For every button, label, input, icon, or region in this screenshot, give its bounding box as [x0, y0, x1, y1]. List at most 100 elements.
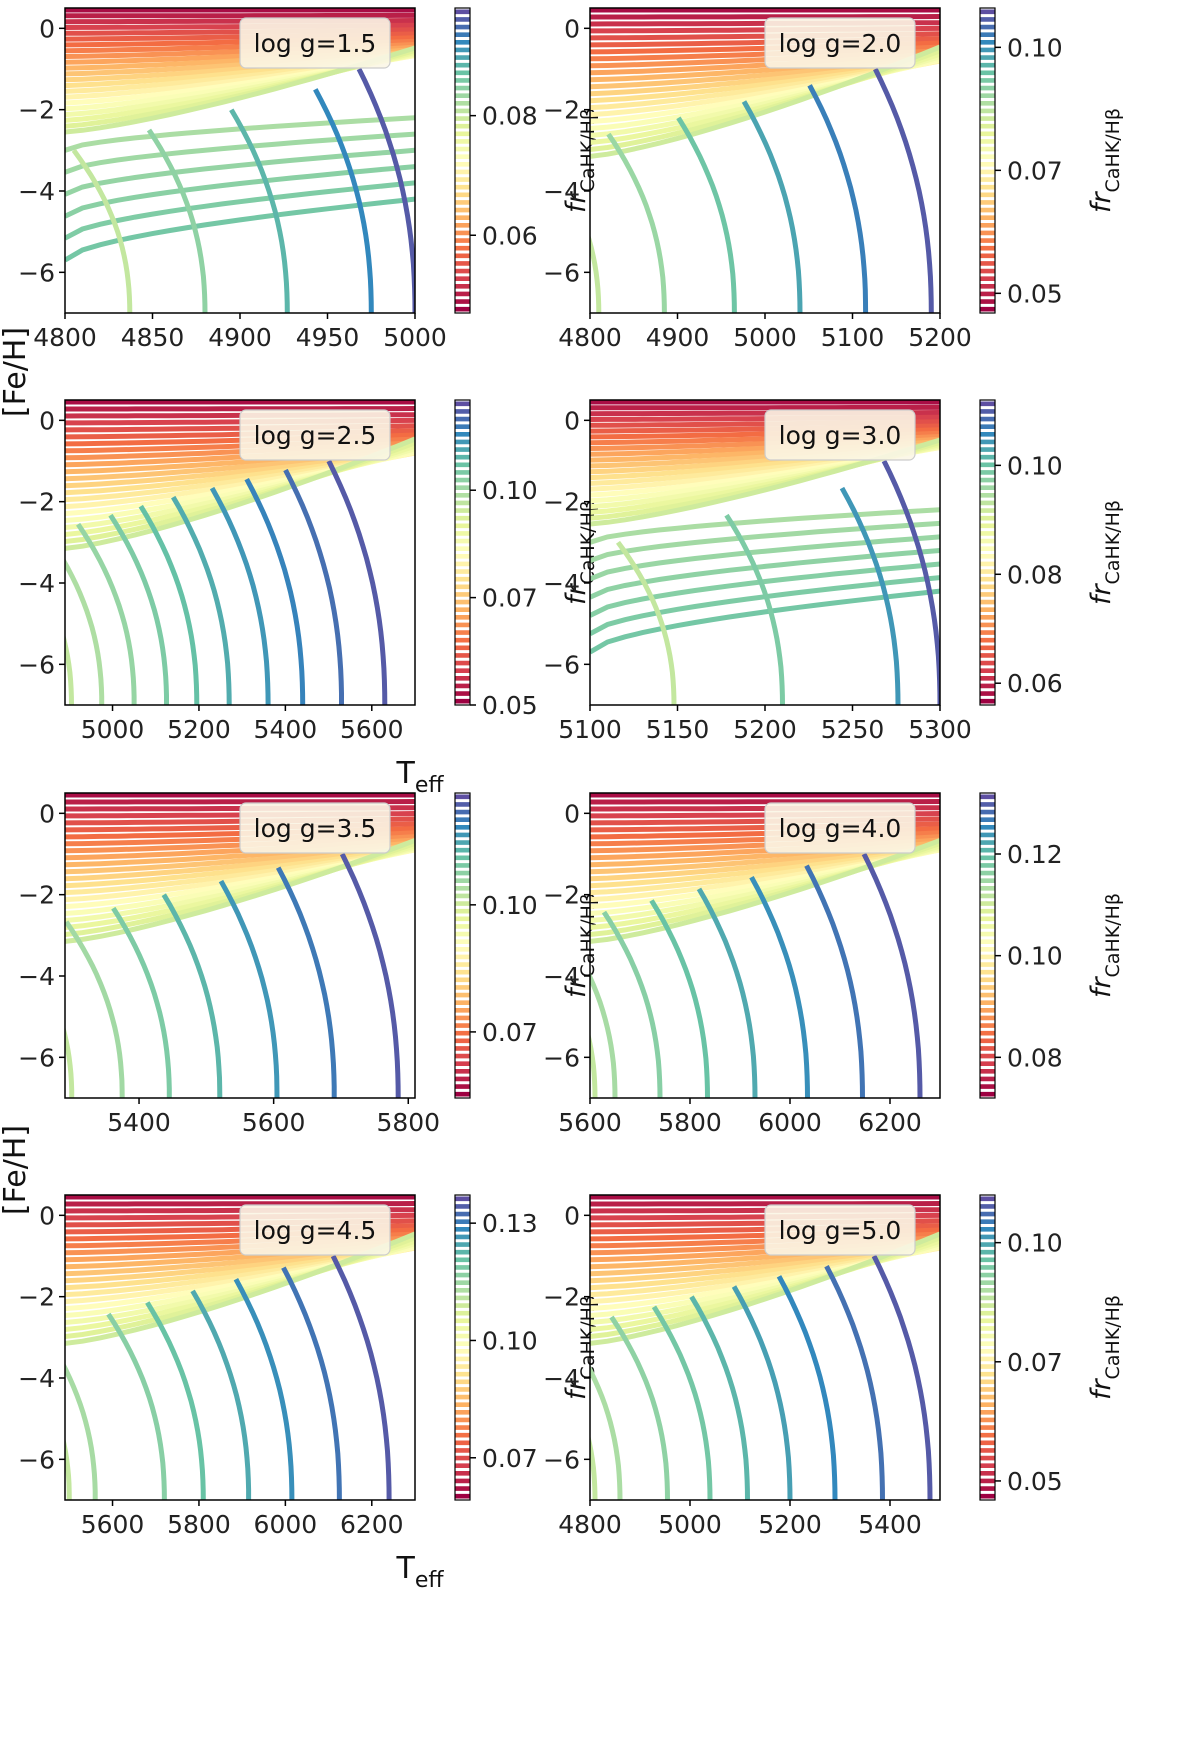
y-tick-label: −6	[543, 1043, 580, 1072]
colorbar-step	[980, 1448, 995, 1453]
contour-line	[689, 1295, 750, 1500]
colorbar-step	[980, 878, 995, 883]
contour-line	[65, 1025, 75, 1098]
colorbar-tick-label: 0.05	[1007, 279, 1063, 308]
colorbar-step	[980, 1303, 995, 1308]
panel-logg-1: −6 −4 −2 0 4800 4900 5000 5100 5200 log g=2.0 0.05…	[543, 7, 1124, 352]
colorbar-tick-label: 0.07	[482, 1018, 538, 1047]
y-tick-label: 0	[39, 799, 55, 828]
contour-line	[839, 486, 901, 705]
contour-line	[873, 67, 934, 313]
contour-line	[65, 920, 125, 1098]
colorbar-step	[980, 1015, 995, 1021]
y-tick-label: 0	[564, 1201, 580, 1230]
colorbar-step	[980, 200, 995, 205]
colorbar-step	[455, 284, 470, 289]
colorbar-step	[980, 1356, 995, 1362]
colorbar-step	[455, 1440, 470, 1446]
colorbar-step	[455, 1234, 470, 1240]
colorbar-step	[980, 683, 995, 689]
colorbar-step	[455, 1249, 470, 1255]
colorbar-step	[455, 615, 470, 620]
colorbar-step	[980, 1349, 995, 1354]
colorbar-step	[980, 870, 995, 876]
y-tick-label: 0	[39, 14, 55, 43]
colorbar-step	[455, 154, 470, 159]
y-tick-label: −4	[18, 569, 55, 598]
contour-line	[65, 799, 415, 805]
colorbar-step	[455, 1364, 470, 1369]
colorbar-step	[455, 169, 470, 175]
colorbar-step	[980, 162, 995, 167]
panel-logg-0: −6 −4 −2 0 4800 4850 4900 4950 5000 log g=1.5 0.06…	[18, 7, 599, 352]
colorbar-step	[455, 424, 470, 429]
colorbar-step	[980, 55, 995, 60]
x-tick-label: 4800	[558, 1510, 622, 1539]
colorbar-step	[455, 439, 470, 445]
contour-line	[339, 852, 401, 1098]
contour-line	[804, 864, 865, 1098]
colorbar-step	[980, 1425, 995, 1430]
colorbar-tick-label: 0.05	[482, 691, 538, 720]
colorbar-step	[455, 569, 470, 574]
colorbar-step	[980, 676, 995, 681]
contour-line	[190, 1289, 252, 1500]
colorbar-step	[455, 1356, 470, 1362]
colorbar-step	[980, 1249, 995, 1255]
contour-line	[615, 540, 677, 705]
colorbar-step	[980, 462, 995, 468]
colorbar-step	[980, 992, 995, 998]
colorbar-step	[455, 17, 470, 22]
colorbar-step	[455, 592, 470, 597]
colorbar-step	[980, 515, 995, 521]
colorbar-step	[455, 893, 470, 899]
contour-line	[161, 893, 223, 1098]
colorbar-frame	[454, 792, 471, 1099]
colorbar-step	[455, 32, 470, 37]
colorbar-frame	[454, 1194, 471, 1501]
colorbar-step	[455, 832, 470, 838]
colorbar-step	[980, 698, 995, 704]
contour-line	[65, 1201, 415, 1207]
colorbar-step	[980, 131, 995, 137]
colorbar-label: frCaHK/Hβ	[1086, 1295, 1124, 1400]
colorbar-step	[455, 1333, 470, 1339]
colorbar-step	[455, 470, 470, 475]
colorbar-tick-label: 0.10	[482, 1326, 538, 1355]
colorbar-step	[455, 1061, 470, 1066]
colorbar-step	[455, 1000, 470, 1005]
y-tick-label: −2	[543, 96, 580, 125]
colorbar-step	[980, 1257, 995, 1263]
colorbar-step	[980, 947, 995, 952]
contour-line	[749, 876, 810, 1098]
contour-line	[871, 1254, 933, 1500]
colorbar-step	[455, 1091, 470, 1097]
contour-line	[65, 196, 415, 263]
colorbar-step	[980, 931, 995, 937]
colorbar-step	[980, 1318, 995, 1324]
contour-line	[741, 100, 803, 313]
colorbar-step	[455, 1402, 470, 1407]
colorbar-step	[980, 1023, 995, 1028]
colorbar: 0.05 0.07 0.10 frCaHK/Hβ	[979, 7, 1124, 314]
colorbar-step	[980, 116, 995, 121]
colorbar-step	[980, 24, 995, 30]
panel-logg-2: −6 −4 −2 0 5000 5200 5400 5600 log g=2.5 0.05 0.07…	[18, 399, 599, 798]
colorbar-step	[455, 299, 470, 304]
colorbar-tick-label: 0.13	[482, 1209, 538, 1238]
y-tick-label: −6	[543, 258, 580, 287]
colorbar-step	[980, 893, 995, 899]
colorbar-step	[455, 261, 470, 266]
colorbar-step	[980, 1471, 995, 1476]
contour-line	[590, 548, 940, 600]
colorbar-step	[980, 538, 995, 544]
colorbar-step	[980, 1280, 995, 1285]
colorbar-step	[455, 1455, 470, 1461]
panel-logg-3: −6 −4 −2 0 5100 5150 5200 5250 5300 log g=3.0 0.06…	[543, 399, 1124, 744]
colorbar-step	[980, 630, 995, 635]
colorbar-step	[980, 62, 995, 68]
colorbar-step	[455, 576, 470, 582]
contour-line	[65, 558, 105, 705]
colorbar-step	[980, 691, 995, 696]
